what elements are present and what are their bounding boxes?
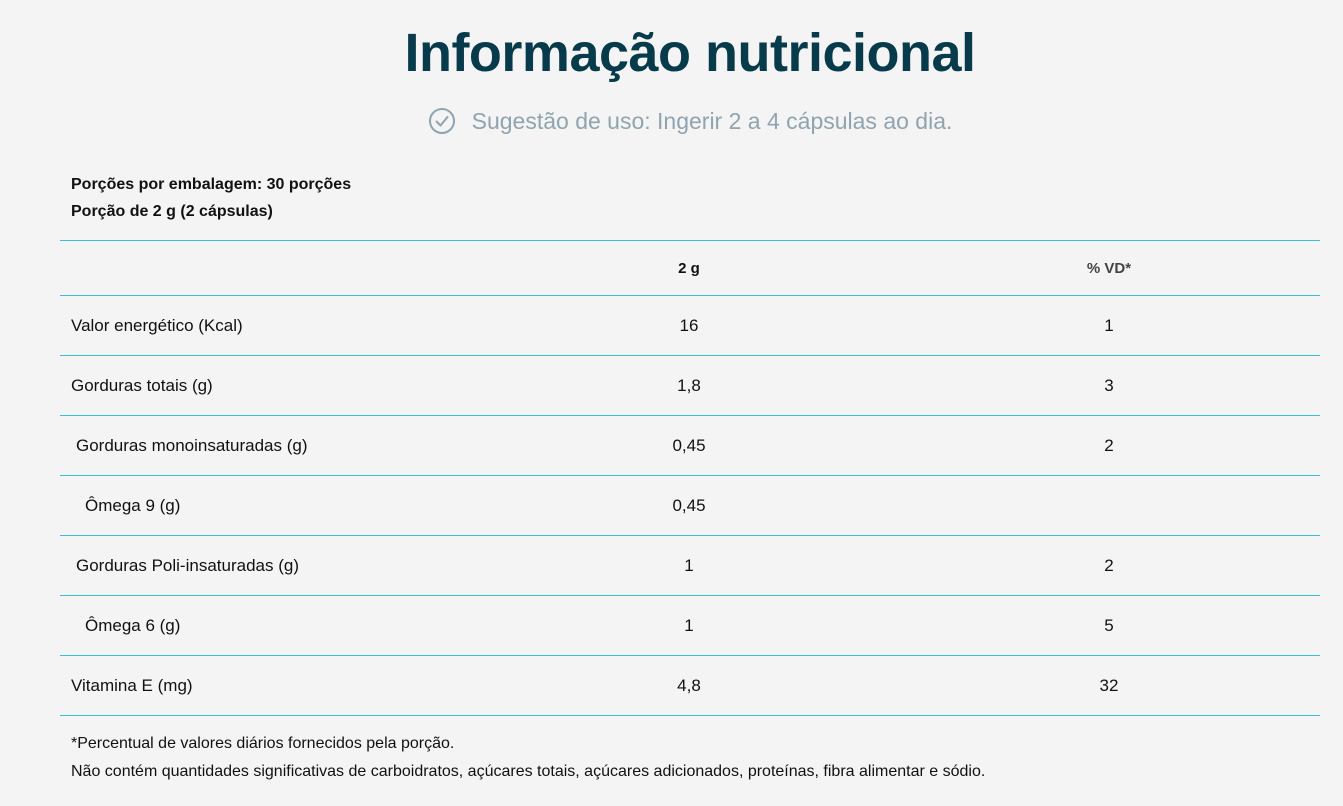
nutrient-name: Gorduras totais (g) <box>71 375 213 395</box>
nutrient-name: Valor energético (Kcal) <box>71 315 243 335</box>
nutrient-daily-value: 3 <box>1104 375 1114 395</box>
nutrient-amount: 4,8 <box>677 675 701 695</box>
nutrient-amount: 0,45 <box>672 495 706 515</box>
nutrient-daily-value <box>1009 476 1209 535</box>
nutrient-amount: 16 <box>679 315 699 335</box>
nutrient-amount: 1,8 <box>677 375 701 395</box>
check-circle-icon <box>428 107 456 135</box>
nutrient-daily-value: 2 <box>1104 435 1114 455</box>
nutrition-table: 2 g % VD* Valor energético (Kcal) 16 1 G… <box>60 240 1320 716</box>
servings-per-package: Porções por embalagem: 30 porções <box>71 176 352 193</box>
nutrient-name: Ômega 9 (g) <box>85 495 181 515</box>
nutrient-name: Vitamina E (mg) <box>71 675 193 695</box>
table-row: Ômega 9 (g) 0,45 <box>60 476 1320 536</box>
nutrient-amount: 0,45 <box>672 435 706 455</box>
usage-text: Sugestão de uso: Ingerir 2 a 4 cápsulas … <box>471 108 953 134</box>
nutrient-amount: 1 <box>684 555 694 575</box>
table-row: Gorduras totais (g) 1,8 3 <box>60 356 1320 416</box>
footnotes: *Percentual de valores diários fornecido… <box>71 730 985 786</box>
nutrient-daily-value: 5 <box>1104 615 1114 635</box>
nutrient-daily-value: 1 <box>1104 315 1114 335</box>
nutrient-name: Gorduras Poli-insaturadas (g) <box>76 555 299 575</box>
footnote-not-significant: Não contém quantidades significativas de… <box>71 763 986 780</box>
usage-suggestion: Sugestão de uso: Ingerir 2 a 4 cápsulas … <box>0 105 1343 137</box>
table-header-row: 2 g % VD* <box>60 241 1320 296</box>
table-row: Vitamina E (mg) 4,8 32 <box>60 656 1320 716</box>
portion-size: Porção de 2 g (2 cápsulas) <box>71 203 273 220</box>
table-row: Valor energético (Kcal) 16 1 <box>60 296 1320 356</box>
nutrient-daily-value: 2 <box>1104 555 1114 575</box>
footnote-daily-value: *Percentual de valores diários fornecido… <box>71 735 455 752</box>
nutrient-name: Gorduras monoinsaturadas (g) <box>76 435 308 455</box>
serving-info: Porções por embalagem: 30 porções Porção… <box>71 171 351 225</box>
table-row: Ômega 6 (g) 1 5 <box>60 596 1320 656</box>
nutrient-daily-value: 32 <box>1099 675 1119 695</box>
nutrient-amount: 1 <box>684 615 694 635</box>
table-row: Gorduras Poli-insaturadas (g) 1 2 <box>60 536 1320 596</box>
header-amount: 2 g <box>678 259 700 277</box>
page-title: Informação nutricional <box>404 23 976 83</box>
nutrient-name: Ômega 6 (g) <box>85 615 181 635</box>
table-row: Gorduras monoinsaturadas (g) 0,45 2 <box>60 416 1320 476</box>
header-daily-value: % VD* <box>1086 259 1132 277</box>
